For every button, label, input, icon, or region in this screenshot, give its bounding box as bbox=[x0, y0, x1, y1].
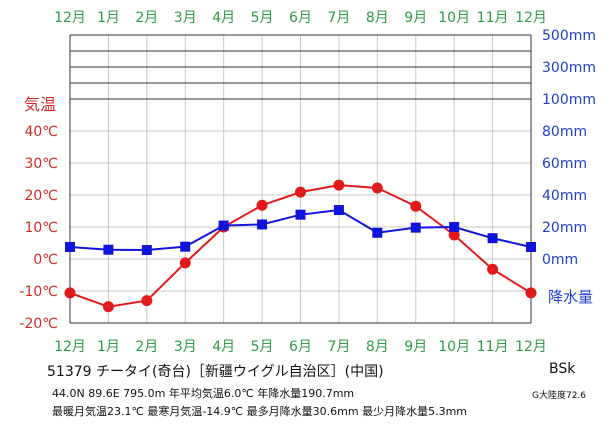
month-label-top: 7月 bbox=[327, 10, 350, 26]
temperature-tick-label: -10℃ bbox=[19, 284, 58, 300]
month-label-top: 10月 bbox=[438, 10, 470, 26]
precipitation-point bbox=[65, 242, 75, 252]
precipitation-point bbox=[372, 227, 383, 238]
temperature-point bbox=[141, 295, 153, 307]
month-label-bottom: 6月 bbox=[289, 339, 312, 355]
temperature-tick-label: 20℃ bbox=[24, 188, 58, 204]
month-labels-top: 12月 1月 2月 3月 4月 5月 6月 7月 8月 9月 10月 11月 12月 bbox=[54, 10, 547, 26]
temperature-point bbox=[179, 257, 191, 269]
precipitation-series bbox=[65, 205, 536, 256]
month-label-top: 1月 bbox=[97, 10, 120, 26]
month-labels-bottom: 12月 1月 2月 3月 4月 5月 6月 7月 8月 9月 10月 11月 12月 bbox=[54, 339, 547, 355]
precipitation-point bbox=[257, 219, 268, 230]
precipitation-ticks: 500mm 300mm 100mm 80mm 60mm 40mm 20mm 0mm bbox=[542, 28, 596, 268]
precipitation-point bbox=[333, 205, 344, 216]
precipitation-tick-label: 300mm bbox=[542, 60, 596, 76]
month-label-bottom: 11月 bbox=[477, 339, 509, 355]
continentality-index: G大陸度72.6 bbox=[532, 391, 587, 401]
grid-lines bbox=[69, 34, 532, 324]
temperature-axis-label: 気温 bbox=[24, 95, 56, 114]
temperature-tick-label: 10℃ bbox=[24, 220, 58, 236]
station-extremes: 最暖月気温23.1℃ 最寒月気温-14.9℃ 最多月降水量30.6mm 最少月降… bbox=[52, 405, 467, 418]
precipitation-point bbox=[218, 220, 229, 231]
precipitation-point bbox=[180, 241, 191, 252]
temperature-tick-label: 0℃ bbox=[33, 252, 58, 268]
month-label-bottom: 8月 bbox=[366, 339, 389, 355]
temperature-point bbox=[371, 182, 383, 194]
station-title: 51379 チータイ(奇台)［新疆ウイグル自治区］(中国) bbox=[47, 364, 384, 380]
temperature-point bbox=[333, 179, 345, 191]
temperature-tick-label: 40℃ bbox=[24, 124, 58, 140]
month-label-bottom: 3月 bbox=[174, 339, 197, 355]
month-label-top: 5月 bbox=[251, 10, 274, 26]
month-label-bottom: 12月 bbox=[54, 339, 86, 355]
month-label-top: 11月 bbox=[477, 10, 509, 26]
precipitation-point bbox=[526, 242, 536, 252]
temperature-tick-label: -20℃ bbox=[19, 316, 58, 332]
precipitation-tick-label: 40mm bbox=[542, 188, 587, 204]
month-label-bottom: 12月 bbox=[515, 339, 547, 355]
temperature-point bbox=[487, 263, 499, 275]
temperature-point bbox=[448, 229, 460, 241]
temperature-ticks: 40℃ 30℃ 20℃ 10℃ 0℃ -10℃ -20℃ bbox=[19, 124, 58, 332]
precipitation-tick-label: 100mm bbox=[542, 92, 596, 108]
month-label-top: 12月 bbox=[515, 10, 547, 26]
month-label-top: 8月 bbox=[366, 10, 389, 26]
precipitation-tick-label: 500mm bbox=[542, 28, 596, 44]
precipitation-axis-label: 降水量 bbox=[548, 288, 593, 306]
month-label-bottom: 1月 bbox=[97, 339, 120, 355]
temperature-point bbox=[410, 200, 422, 212]
month-label-bottom: 7月 bbox=[327, 339, 350, 355]
precipitation-tick-label: 60mm bbox=[542, 156, 587, 172]
precipitation-point bbox=[410, 222, 421, 233]
month-label-bottom: 9月 bbox=[404, 339, 427, 355]
month-label-bottom: 2月 bbox=[135, 339, 158, 355]
month-label-bottom: 4月 bbox=[212, 339, 235, 355]
precipitation-point bbox=[295, 209, 306, 220]
month-label-bottom: 10月 bbox=[438, 339, 470, 355]
precipitation-point bbox=[487, 233, 498, 244]
temperature-point bbox=[256, 199, 268, 211]
temperature-point bbox=[64, 287, 76, 299]
precipitation-point bbox=[103, 244, 114, 255]
month-label-bottom: 5月 bbox=[251, 339, 274, 355]
temperature-tick-label: 30℃ bbox=[24, 156, 58, 172]
precipitation-point bbox=[449, 222, 460, 232]
precipitation-tick-label: 80mm bbox=[542, 124, 587, 140]
precipitation-point bbox=[141, 245, 152, 256]
climate-class: BSk bbox=[549, 361, 576, 377]
month-label-top: 3月 bbox=[174, 10, 197, 26]
precipitation-tick-label: 20mm bbox=[542, 220, 587, 236]
month-label-top: 6月 bbox=[289, 10, 312, 26]
temperature-point bbox=[525, 287, 537, 299]
month-label-top: 9月 bbox=[404, 10, 427, 26]
precipitation-tick-label: 0mm bbox=[542, 252, 578, 268]
temperature-series bbox=[64, 179, 537, 313]
month-label-top: 4月 bbox=[212, 10, 235, 26]
station-summary: 44.0N 89.6E 795.0m 年平均気温6.0℃ 年降水量190.7mm bbox=[52, 387, 355, 400]
temperature-point bbox=[295, 186, 306, 198]
month-label-top: 12月 bbox=[54, 10, 86, 26]
temperature-point bbox=[102, 301, 114, 313]
month-label-top: 2月 bbox=[135, 10, 158, 26]
